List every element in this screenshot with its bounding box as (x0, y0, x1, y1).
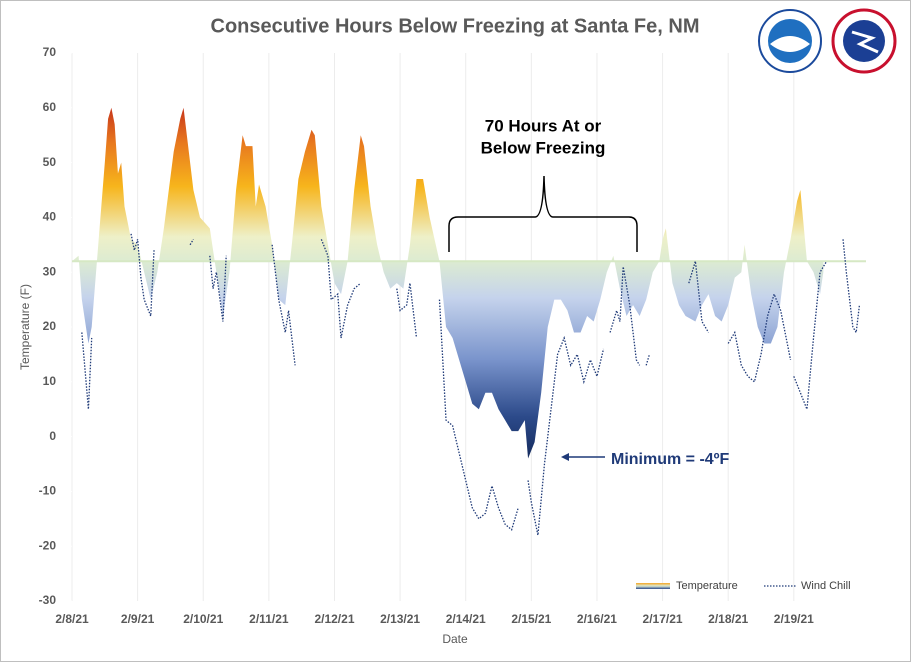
y-tick-label: 50 (43, 155, 57, 169)
y-tick-label: -20 (39, 538, 57, 552)
x-tick-label: 2/19/21 (774, 612, 814, 626)
legend-label: Wind Chill (801, 580, 851, 592)
annotation: Minimum = -4ºF (611, 451, 730, 468)
wind-chill-line (271, 244, 296, 366)
wind-chill-line (396, 283, 418, 339)
y-tick-label: 20 (43, 319, 57, 333)
bracket (448, 175, 638, 252)
x-tick-label: 2/10/21 (183, 612, 223, 626)
x-tick-label: 2/14/21 (446, 612, 486, 626)
wind-chill-line (438, 299, 519, 531)
x-tick-label: 2/12/21 (314, 612, 354, 626)
y-axis-label: Temperature (F) (18, 284, 32, 370)
x-tick-label: 2/13/21 (380, 612, 420, 626)
legend: Temperature Wind Chill (636, 580, 851, 592)
legend-swatch (636, 583, 670, 589)
wind-chill-line (130, 233, 155, 317)
x-tick-label: 2/11/21 (249, 612, 289, 626)
wind-chill-line (727, 292, 792, 383)
wind-chill-line (842, 239, 861, 335)
plot: 2/8/21 2/9/21 2/10/21 2/11/21 2/12/21 2/13/21… (39, 45, 866, 626)
wind-chill-line (793, 260, 828, 410)
x-tick-label: 2/17/21 (643, 612, 683, 626)
x-tick-label: 2/16/21 (577, 612, 617, 626)
wind-chill-line (189, 238, 194, 246)
x-tick-label: 2/18/21 (708, 612, 748, 626)
y-tick-label: 10 (43, 374, 57, 388)
temperature-area (72, 107, 824, 459)
wind-chill-line (527, 335, 605, 536)
y-tick-label: 40 (43, 210, 57, 224)
wind-chill-line (609, 266, 641, 366)
x-tick-label: 2/8/21 (55, 612, 89, 626)
x-tick-label: 2/15/21 (511, 612, 551, 626)
y-tick-label: 60 (43, 100, 57, 114)
annotation: Below Freezing (481, 138, 606, 157)
y-tick-label: 30 (43, 264, 57, 278)
annotation: 70 Hours At or (485, 116, 602, 135)
legend-label: Temperature (676, 580, 738, 592)
nws-logo (831, 8, 897, 74)
y-tick-label: -10 (39, 484, 57, 498)
x-axis-label: Date (442, 632, 468, 646)
y-tick-label: -30 (39, 593, 57, 607)
wind-chill-line (209, 255, 227, 322)
chart-title: Consecutive Hours Below Freezing at Sant… (211, 15, 700, 37)
arrow-head (561, 453, 569, 461)
y-tick-label: 0 (49, 429, 56, 443)
y-tick-label: 70 (43, 45, 57, 59)
wind-chill-line (645, 354, 651, 366)
x-tick-label: 2/9/21 (121, 612, 155, 626)
wind-chill-line (320, 239, 362, 339)
noaa-logo (758, 9, 822, 73)
